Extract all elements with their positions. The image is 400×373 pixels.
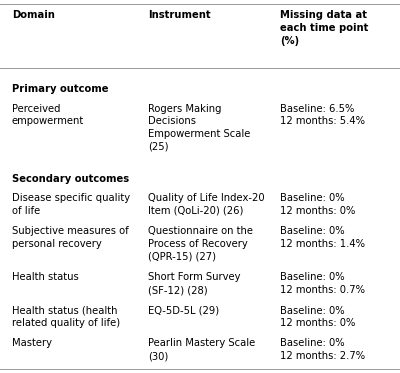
Text: Baseline: 0%
12 months: 0%: Baseline: 0% 12 months: 0% (280, 305, 355, 328)
Text: Questionnaire on the
Process of Recovery
(QPR-15) (27): Questionnaire on the Process of Recovery… (148, 226, 253, 261)
Text: Pearlin Mastery Scale
(30): Pearlin Mastery Scale (30) (148, 339, 255, 361)
Text: Baseline: 0%
12 months: 0.7%: Baseline: 0% 12 months: 0.7% (280, 273, 365, 295)
Text: Baseline: 0%
12 months: 1.4%: Baseline: 0% 12 months: 1.4% (280, 226, 365, 249)
Text: Health status (health
related quality of life): Health status (health related quality of… (12, 305, 120, 328)
Text: Secondary outcomes: Secondary outcomes (12, 173, 129, 184)
Text: Short Form Survey
(SF-12) (28): Short Form Survey (SF-12) (28) (148, 273, 240, 295)
Text: Disease specific quality
of life: Disease specific quality of life (12, 193, 130, 216)
Text: Baseline: 0%
12 months: 0%: Baseline: 0% 12 months: 0% (280, 193, 355, 216)
Text: Mastery: Mastery (12, 339, 52, 348)
Text: Missing data at
each time point
(%): Missing data at each time point (%) (280, 10, 368, 46)
Text: Instrument: Instrument (148, 10, 211, 20)
Text: Health status: Health status (12, 273, 79, 282)
Text: Baseline: 0%
12 months: 2.7%: Baseline: 0% 12 months: 2.7% (280, 339, 365, 361)
Text: EQ-5D-5L (29): EQ-5D-5L (29) (148, 305, 219, 316)
Text: Baseline: 6.5%
12 months: 5.4%: Baseline: 6.5% 12 months: 5.4% (280, 103, 365, 126)
Text: Quality of Life Index-20
Item (QoLi-20) (26): Quality of Life Index-20 Item (QoLi-20) … (148, 193, 265, 216)
Text: Primary outcome: Primary outcome (12, 84, 108, 94)
Text: Domain: Domain (12, 10, 55, 20)
Text: Subjective measures of
personal recovery: Subjective measures of personal recovery (12, 226, 129, 249)
Text: Perceived
empowerment: Perceived empowerment (12, 103, 84, 126)
Text: Rogers Making
Decisions
Empowerment Scale
(25): Rogers Making Decisions Empowerment Scal… (148, 103, 250, 152)
